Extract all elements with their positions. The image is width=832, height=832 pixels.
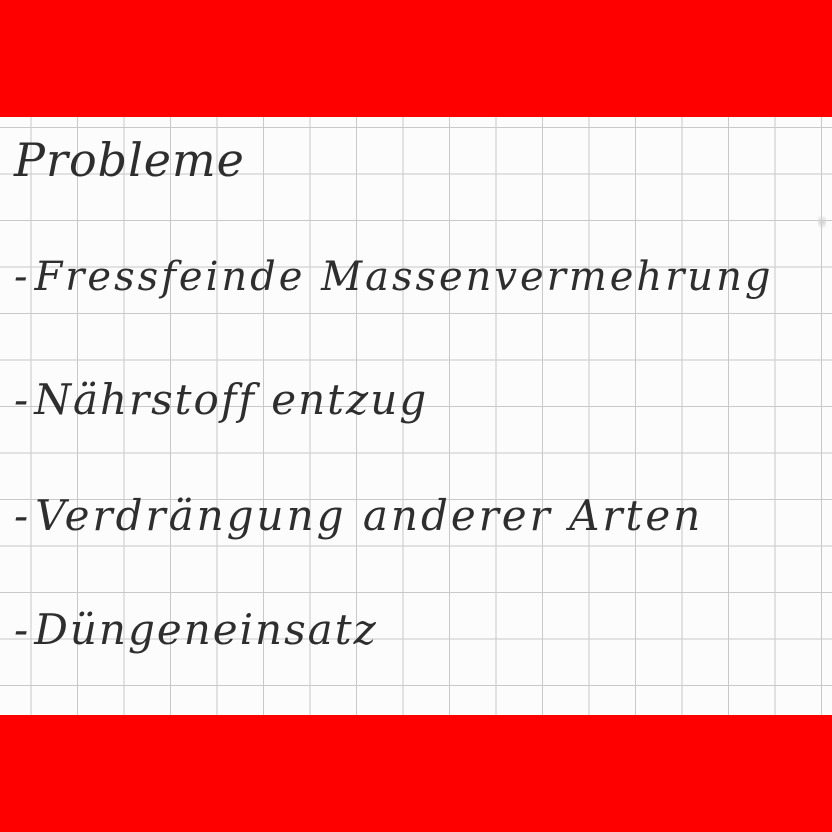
list-item: -Düngeneinsatz xyxy=(14,609,378,651)
list-item: -Nährstoff entzug xyxy=(14,379,428,421)
grid-paper-note: Probleme - Fressfeinde Massenvermehrung -… xyxy=(0,117,832,715)
list-dash: - xyxy=(14,254,31,300)
top-red-band xyxy=(0,0,832,117)
list-item-text: Düngeneinsatz xyxy=(34,605,378,654)
list-item: - Fressfeinde Massenvermehrung xyxy=(14,257,773,297)
note-title: Probleme xyxy=(14,133,245,187)
list-item-text: Verdrängung anderer Arten xyxy=(35,491,704,540)
bottom-red-band xyxy=(0,715,832,832)
list-item: -Verdrängung anderer Arten xyxy=(14,495,703,537)
list-dash: - xyxy=(14,491,32,540)
list-dash: - xyxy=(14,375,31,424)
paper-smudge xyxy=(818,213,826,231)
list-dash: - xyxy=(14,605,31,654)
list-item-text: Nährstoff entzug xyxy=(34,375,429,424)
list-item-text: Fressfeinde Massenvermehrung xyxy=(34,254,774,300)
